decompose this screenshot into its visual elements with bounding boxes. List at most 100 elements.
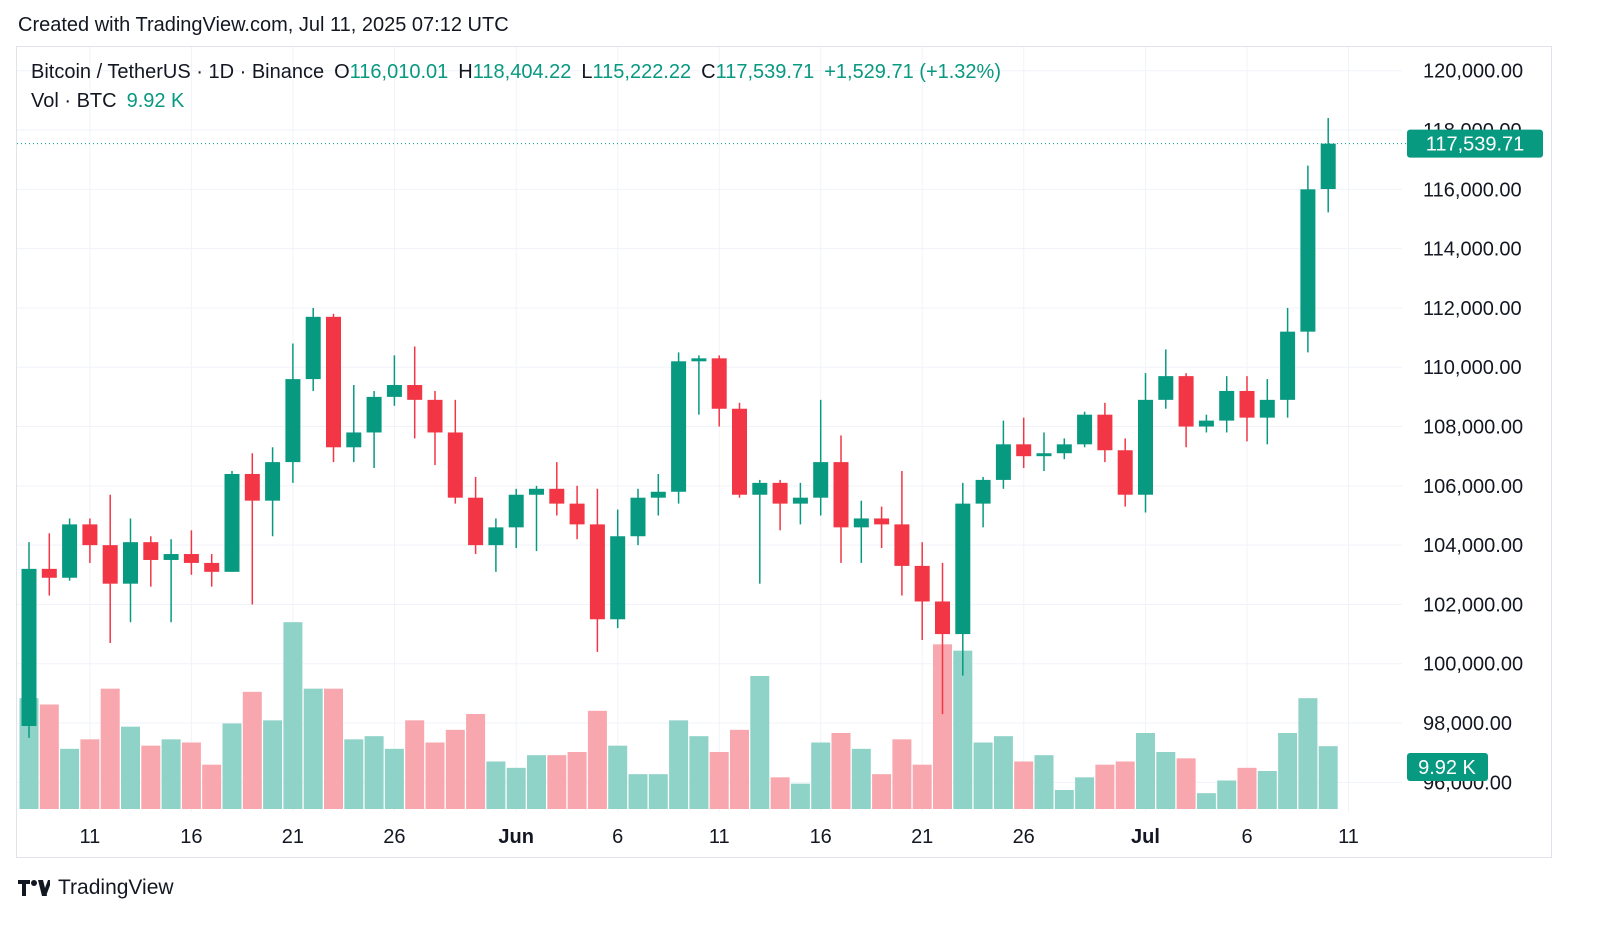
volume-bar	[527, 755, 546, 809]
candle-body	[1056, 444, 1072, 454]
candle-body	[1117, 450, 1133, 495]
volume-bar	[872, 774, 892, 809]
volume-bar	[709, 752, 729, 809]
x-tick-label: 26	[1013, 826, 1035, 848]
candle-body	[1016, 444, 1032, 457]
volume-bar	[567, 752, 587, 809]
volume-bar	[1176, 758, 1196, 809]
x-tick-label: 6	[1241, 826, 1252, 848]
volume-bar	[466, 714, 486, 809]
volume-bar	[486, 761, 506, 809]
volume-bar	[222, 723, 242, 809]
candle-body	[1259, 399, 1275, 418]
x-tick-label: 21	[282, 826, 304, 848]
candle-body	[1036, 453, 1052, 457]
candle-body	[488, 527, 504, 546]
candle-body	[813, 462, 829, 498]
legend-high: 118,404.22	[472, 61, 572, 83]
candle-body	[102, 545, 118, 584]
x-tick-label: 16	[810, 826, 832, 848]
candle-body	[1300, 189, 1316, 332]
legend-open-label: O	[334, 61, 350, 83]
y-tick-label: 108,000.00	[1423, 417, 1523, 439]
created-with-caption: Created with TradingView.com, Jul 11, 20…	[18, 14, 509, 36]
volume-bar	[790, 783, 810, 809]
volume-bar	[1217, 780, 1237, 809]
volume-bar	[669, 720, 689, 809]
candle-body	[772, 482, 788, 504]
candle-body	[305, 316, 321, 380]
volume-bar	[141, 745, 161, 809]
candle-body	[1138, 399, 1153, 495]
candle-body	[1178, 376, 1194, 427]
y-tick-label: 110,000.00	[1423, 357, 1522, 379]
x-tick-label: Jun	[498, 826, 534, 848]
volume-bar	[770, 777, 790, 809]
volume-bar	[60, 748, 80, 809]
volume-bar	[993, 736, 1013, 809]
volume-bar	[1257, 771, 1277, 809]
candle-body	[407, 385, 423, 400]
candle-body	[1198, 420, 1214, 427]
candle-body	[569, 503, 585, 525]
legend-volume: Vol · BTC 9.92 K	[31, 90, 184, 113]
volume-bar	[242, 691, 262, 809]
volume-bar	[283, 622, 303, 809]
x-tick-label: 11	[709, 826, 730, 848]
candle-body	[1158, 376, 1174, 400]
y-tick-label: 116,000.00	[1423, 179, 1522, 201]
y-tick-label: 120,000.00	[1423, 61, 1523, 83]
volume-bar	[425, 742, 445, 809]
candle-body	[1239, 390, 1255, 418]
candle-body	[549, 488, 565, 504]
volume-bar	[1115, 761, 1135, 809]
candle-body	[853, 518, 869, 528]
volume-bar	[1095, 764, 1115, 809]
candle-body	[41, 568, 57, 578]
last-volume-badge-label: 9.92 K	[1418, 757, 1476, 779]
volume-bar	[1075, 777, 1095, 809]
x-axis: 11 16 21 26 Jun 6 11 16 21 26 Jul 6 11	[80, 826, 1359, 848]
candle-body	[1219, 390, 1235, 421]
candle-body	[123, 542, 138, 584]
legend-close-label: C	[701, 61, 716, 83]
candle-body	[711, 358, 727, 409]
candle-body	[285, 379, 301, 463]
volume-bar	[263, 720, 283, 809]
candle-body	[630, 497, 646, 537]
volume-bar	[587, 710, 607, 809]
candle-body	[21, 568, 37, 727]
volume-bar	[1054, 790, 1074, 809]
tradingview-logo[interactable]: TradingView	[18, 876, 174, 900]
candle-body	[610, 536, 626, 620]
candle-body	[224, 473, 240, 572]
volume-bar	[384, 748, 404, 809]
candle-body	[1280, 331, 1296, 400]
candle-body	[508, 494, 524, 528]
volume-bar	[1237, 767, 1257, 809]
volume-bar	[80, 739, 100, 809]
candle-body	[163, 554, 179, 560]
volume-bar	[811, 742, 831, 809]
y-tick-label: 112,000.00	[1423, 298, 1522, 320]
candle-body	[326, 316, 341, 448]
candle-body	[732, 408, 747, 495]
volume-bar	[547, 755, 567, 809]
candle-body	[62, 524, 78, 578]
candle-body	[1077, 414, 1093, 445]
candle-body	[265, 462, 281, 501]
candle-body	[894, 524, 910, 566]
volume-bars	[19, 622, 1338, 809]
volume-bar	[445, 729, 465, 809]
candle-body	[691, 358, 707, 362]
candle-body	[1097, 414, 1113, 451]
chart-frame[interactable]	[16, 46, 1552, 858]
candle-body	[671, 361, 687, 492]
candle-body	[346, 432, 362, 448]
candle-body	[468, 497, 484, 546]
volume-bar	[344, 739, 364, 809]
candle-body	[143, 542, 159, 560]
volume-bar	[1278, 733, 1298, 809]
x-tick-label: Jul	[1131, 826, 1160, 848]
